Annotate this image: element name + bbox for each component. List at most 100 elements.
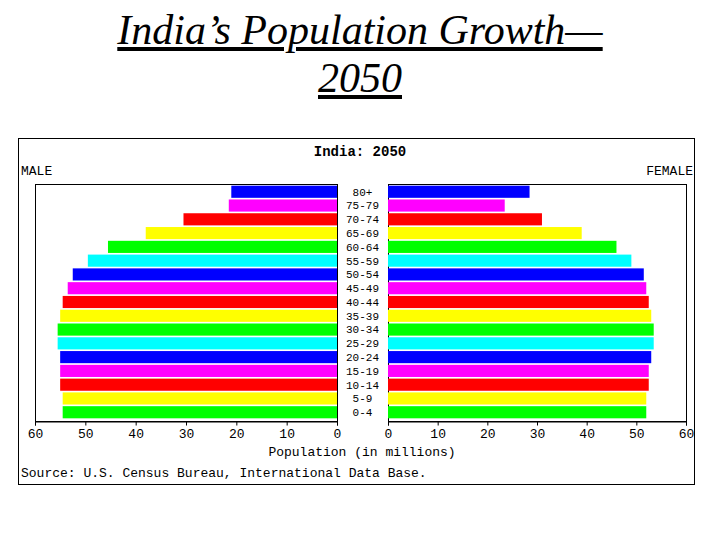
bar	[183, 213, 337, 225]
tick-mark	[686, 422, 687, 426]
bar	[60, 351, 337, 363]
age-label: 0-4	[353, 407, 373, 419]
bar	[388, 282, 646, 294]
bar	[60, 365, 337, 377]
tick-mark	[186, 422, 187, 426]
age-label: 35-39	[346, 311, 379, 323]
bars-female	[388, 186, 654, 419]
age-label: 55-59	[346, 256, 379, 268]
bar	[388, 406, 646, 418]
bar	[388, 255, 631, 267]
plot-frame-female	[389, 185, 687, 422]
x-axis-male: 0 10 20 30 40 50 60	[28, 422, 342, 442]
tick: 0	[385, 422, 393, 442]
tick-label: 40	[128, 427, 144, 442]
bar	[388, 365, 649, 377]
age-label: 10-14	[346, 380, 379, 392]
bar	[58, 323, 337, 335]
axis-line	[36, 422, 338, 426]
tick: 40	[128, 422, 144, 442]
tick-label: 10	[430, 427, 446, 442]
age-label: 70-74	[346, 214, 379, 226]
tick: 30	[179, 422, 195, 442]
tick-mark	[35, 422, 36, 426]
tick-mark	[287, 422, 288, 426]
age-label: 75-79	[346, 200, 379, 212]
age-label: 30-34	[346, 324, 379, 336]
tick-label: 0	[385, 427, 393, 442]
tick-label: 30	[179, 427, 195, 442]
tick-mark	[487, 422, 488, 426]
tick: 30	[530, 422, 546, 442]
age-label: 60-64	[346, 242, 379, 254]
tick: 0	[334, 422, 342, 442]
bar	[73, 268, 337, 280]
bar	[388, 392, 646, 404]
age-label: 20-24	[346, 352, 379, 364]
tick-mark	[388, 422, 389, 426]
bar	[68, 282, 337, 294]
bar	[58, 337, 337, 349]
age-labels: 0-45-910-1415-1920-2425-2930-3435-3940-4…	[346, 187, 379, 419]
bars-male	[58, 186, 337, 419]
tick-mark	[587, 422, 588, 426]
bar	[388, 310, 651, 322]
tick-mark	[636, 422, 637, 426]
tick: 60	[679, 422, 695, 442]
age-label: 45-49	[346, 283, 379, 295]
bar	[388, 227, 582, 239]
bar	[63, 406, 337, 418]
source-note: Source: U.S. Census Bureau, Internationa…	[21, 466, 427, 481]
tick: 10	[279, 422, 295, 442]
tick-mark	[537, 422, 538, 426]
tick-label: 40	[579, 427, 595, 442]
tick: 50	[78, 422, 94, 442]
bar	[388, 323, 654, 335]
age-label: 65-69	[346, 228, 379, 240]
tick: 10	[430, 422, 446, 442]
tick: 50	[629, 422, 645, 442]
bar	[388, 337, 654, 349]
bar	[60, 379, 337, 391]
chart-title: India: 2050	[314, 144, 406, 160]
bar	[388, 296, 649, 308]
tick-label: 10	[279, 427, 295, 442]
tick-label: 20	[480, 427, 496, 442]
side-label-male: MALE	[21, 164, 52, 179]
chart-frame	[19, 139, 695, 485]
age-label: 5-9	[353, 393, 373, 405]
tick-mark	[438, 422, 439, 426]
bar	[108, 241, 337, 253]
bar	[60, 310, 337, 322]
x-axis-female: 0 10 20 30 40 50 60	[385, 422, 695, 442]
age-label: 50-54	[346, 269, 379, 281]
tick-label: 0	[334, 427, 342, 442]
bar	[388, 241, 616, 253]
tick-mark	[85, 422, 86, 426]
age-label: 25-29	[346, 338, 379, 350]
bar	[388, 186, 530, 198]
tick: 40	[579, 422, 595, 442]
bar	[229, 199, 337, 211]
bar	[63, 392, 337, 404]
tick-label: 50	[629, 427, 645, 442]
tick-label: 60	[28, 427, 44, 442]
x-axis-title: Population (in millions)	[268, 445, 455, 460]
bar	[388, 351, 651, 363]
chart: 0-45-910-1415-1920-2425-2930-3435-3940-4…	[0, 0, 720, 540]
age-label: 15-19	[346, 366, 379, 378]
tick: 20	[229, 422, 245, 442]
bar	[388, 213, 542, 225]
tick-mark	[236, 422, 237, 426]
bar	[388, 199, 505, 211]
plot-frame-male	[36, 185, 338, 422]
tick: 20	[480, 422, 496, 442]
bar	[388, 268, 644, 280]
side-label-female: FEMALE	[646, 164, 693, 179]
tick: 60	[28, 422, 44, 442]
bar	[63, 296, 337, 308]
tick-mark	[337, 422, 338, 426]
bar	[388, 379, 649, 391]
tick-label: 50	[78, 427, 94, 442]
slide-title: India’s Population Growth—2050	[100, 6, 620, 102]
